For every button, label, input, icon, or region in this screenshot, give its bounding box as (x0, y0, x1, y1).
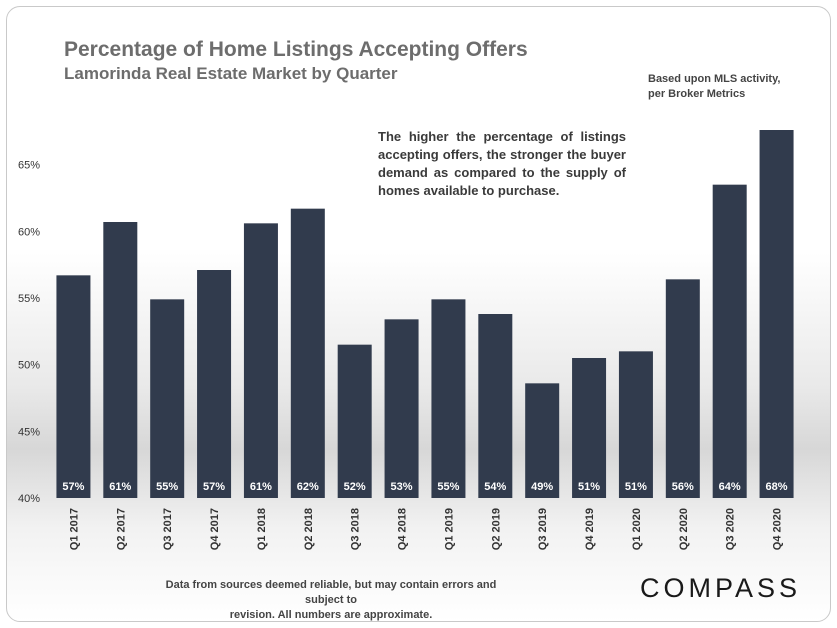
x-tick-label: Q3 2019 (537, 508, 549, 550)
x-tick-label: Q1 2019 (443, 508, 455, 550)
y-tick-label: 55% (18, 293, 40, 305)
x-tick-label: Q2 2019 (490, 508, 502, 550)
bar (712, 184, 747, 498)
bar (384, 319, 419, 498)
y-tick-label: 65% (18, 160, 40, 172)
bar-data-label: 61% (109, 481, 131, 493)
x-tick-label: Q1 2017 (68, 508, 80, 550)
bar-data-label: 52% (344, 481, 366, 493)
bar (290, 208, 325, 498)
source-note-line-2: per Broker Metrics (648, 88, 746, 100)
bar (243, 223, 278, 499)
bar (431, 299, 466, 498)
bar (197, 270, 232, 498)
y-tick-label: 60% (18, 226, 40, 238)
x-tick-label: Q2 2020 (678, 508, 690, 550)
bar-data-label: 51% (625, 481, 647, 493)
bar (759, 130, 794, 498)
x-tick-label: Q2 2018 (303, 508, 315, 550)
bar (572, 358, 607, 498)
bar (478, 314, 513, 498)
bar (618, 351, 653, 498)
bar-data-label: 61% (250, 481, 272, 493)
source-note: Based upon MLS activity, per Broker Metr… (648, 72, 823, 102)
bar-data-label: 51% (578, 481, 600, 493)
bar-data-label: 68% (766, 481, 788, 493)
x-tick-label: Q4 2019 (584, 508, 596, 550)
footer-disclaimer: Data from sources deemed reliable, but m… (150, 578, 512, 623)
source-note-line-1: Based upon MLS activity, (648, 73, 781, 85)
footer-line-2: revision. All numbers are approximate. (229, 609, 433, 621)
chart-subtitle: Lamorinda Real Estate Market by Quarter (64, 64, 398, 83)
x-tick-label: Q3 2018 (350, 508, 362, 550)
x-tick-label: Q4 2020 (772, 508, 784, 550)
bar (525, 383, 560, 498)
bar (103, 222, 138, 498)
x-tick-label: Q3 2020 (725, 508, 737, 550)
bar (150, 299, 185, 498)
footer-line-1: Data from sources deemed reliable, but m… (165, 579, 497, 606)
x-tick-label: Q3 2017 (162, 508, 174, 550)
bar (665, 279, 700, 498)
bar-data-label: 49% (531, 481, 553, 493)
chart-title: Percentage of Home Listings Accepting Of… (64, 38, 528, 61)
y-tick-label: 40% (18, 493, 40, 505)
x-tick-label: Q4 2017 (209, 508, 221, 550)
y-tick-label: 50% (18, 360, 40, 372)
compass-logo: COMPASS (640, 573, 802, 603)
bar-data-label: 57% (62, 481, 84, 493)
bar-data-label: 55% (156, 481, 178, 493)
callout-text: The higher the percentage of listings ac… (370, 124, 632, 206)
bar-data-label: 54% (484, 481, 506, 493)
x-tick-label: Q1 2018 (256, 508, 268, 550)
x-tick-label: Q1 2020 (631, 508, 643, 550)
bar-data-label: 64% (719, 481, 741, 493)
bar (337, 344, 372, 498)
bar-data-label: 56% (672, 481, 694, 493)
bar-data-label: 57% (203, 481, 225, 493)
x-tick-label: Q2 2017 (115, 508, 127, 550)
x-tick-label: Q4 2018 (397, 508, 409, 550)
bar (56, 275, 91, 498)
y-tick-label: 45% (18, 426, 40, 438)
bar-data-label: 62% (297, 481, 319, 493)
bar-data-label: 55% (437, 481, 459, 493)
bar-data-label: 53% (391, 481, 413, 493)
